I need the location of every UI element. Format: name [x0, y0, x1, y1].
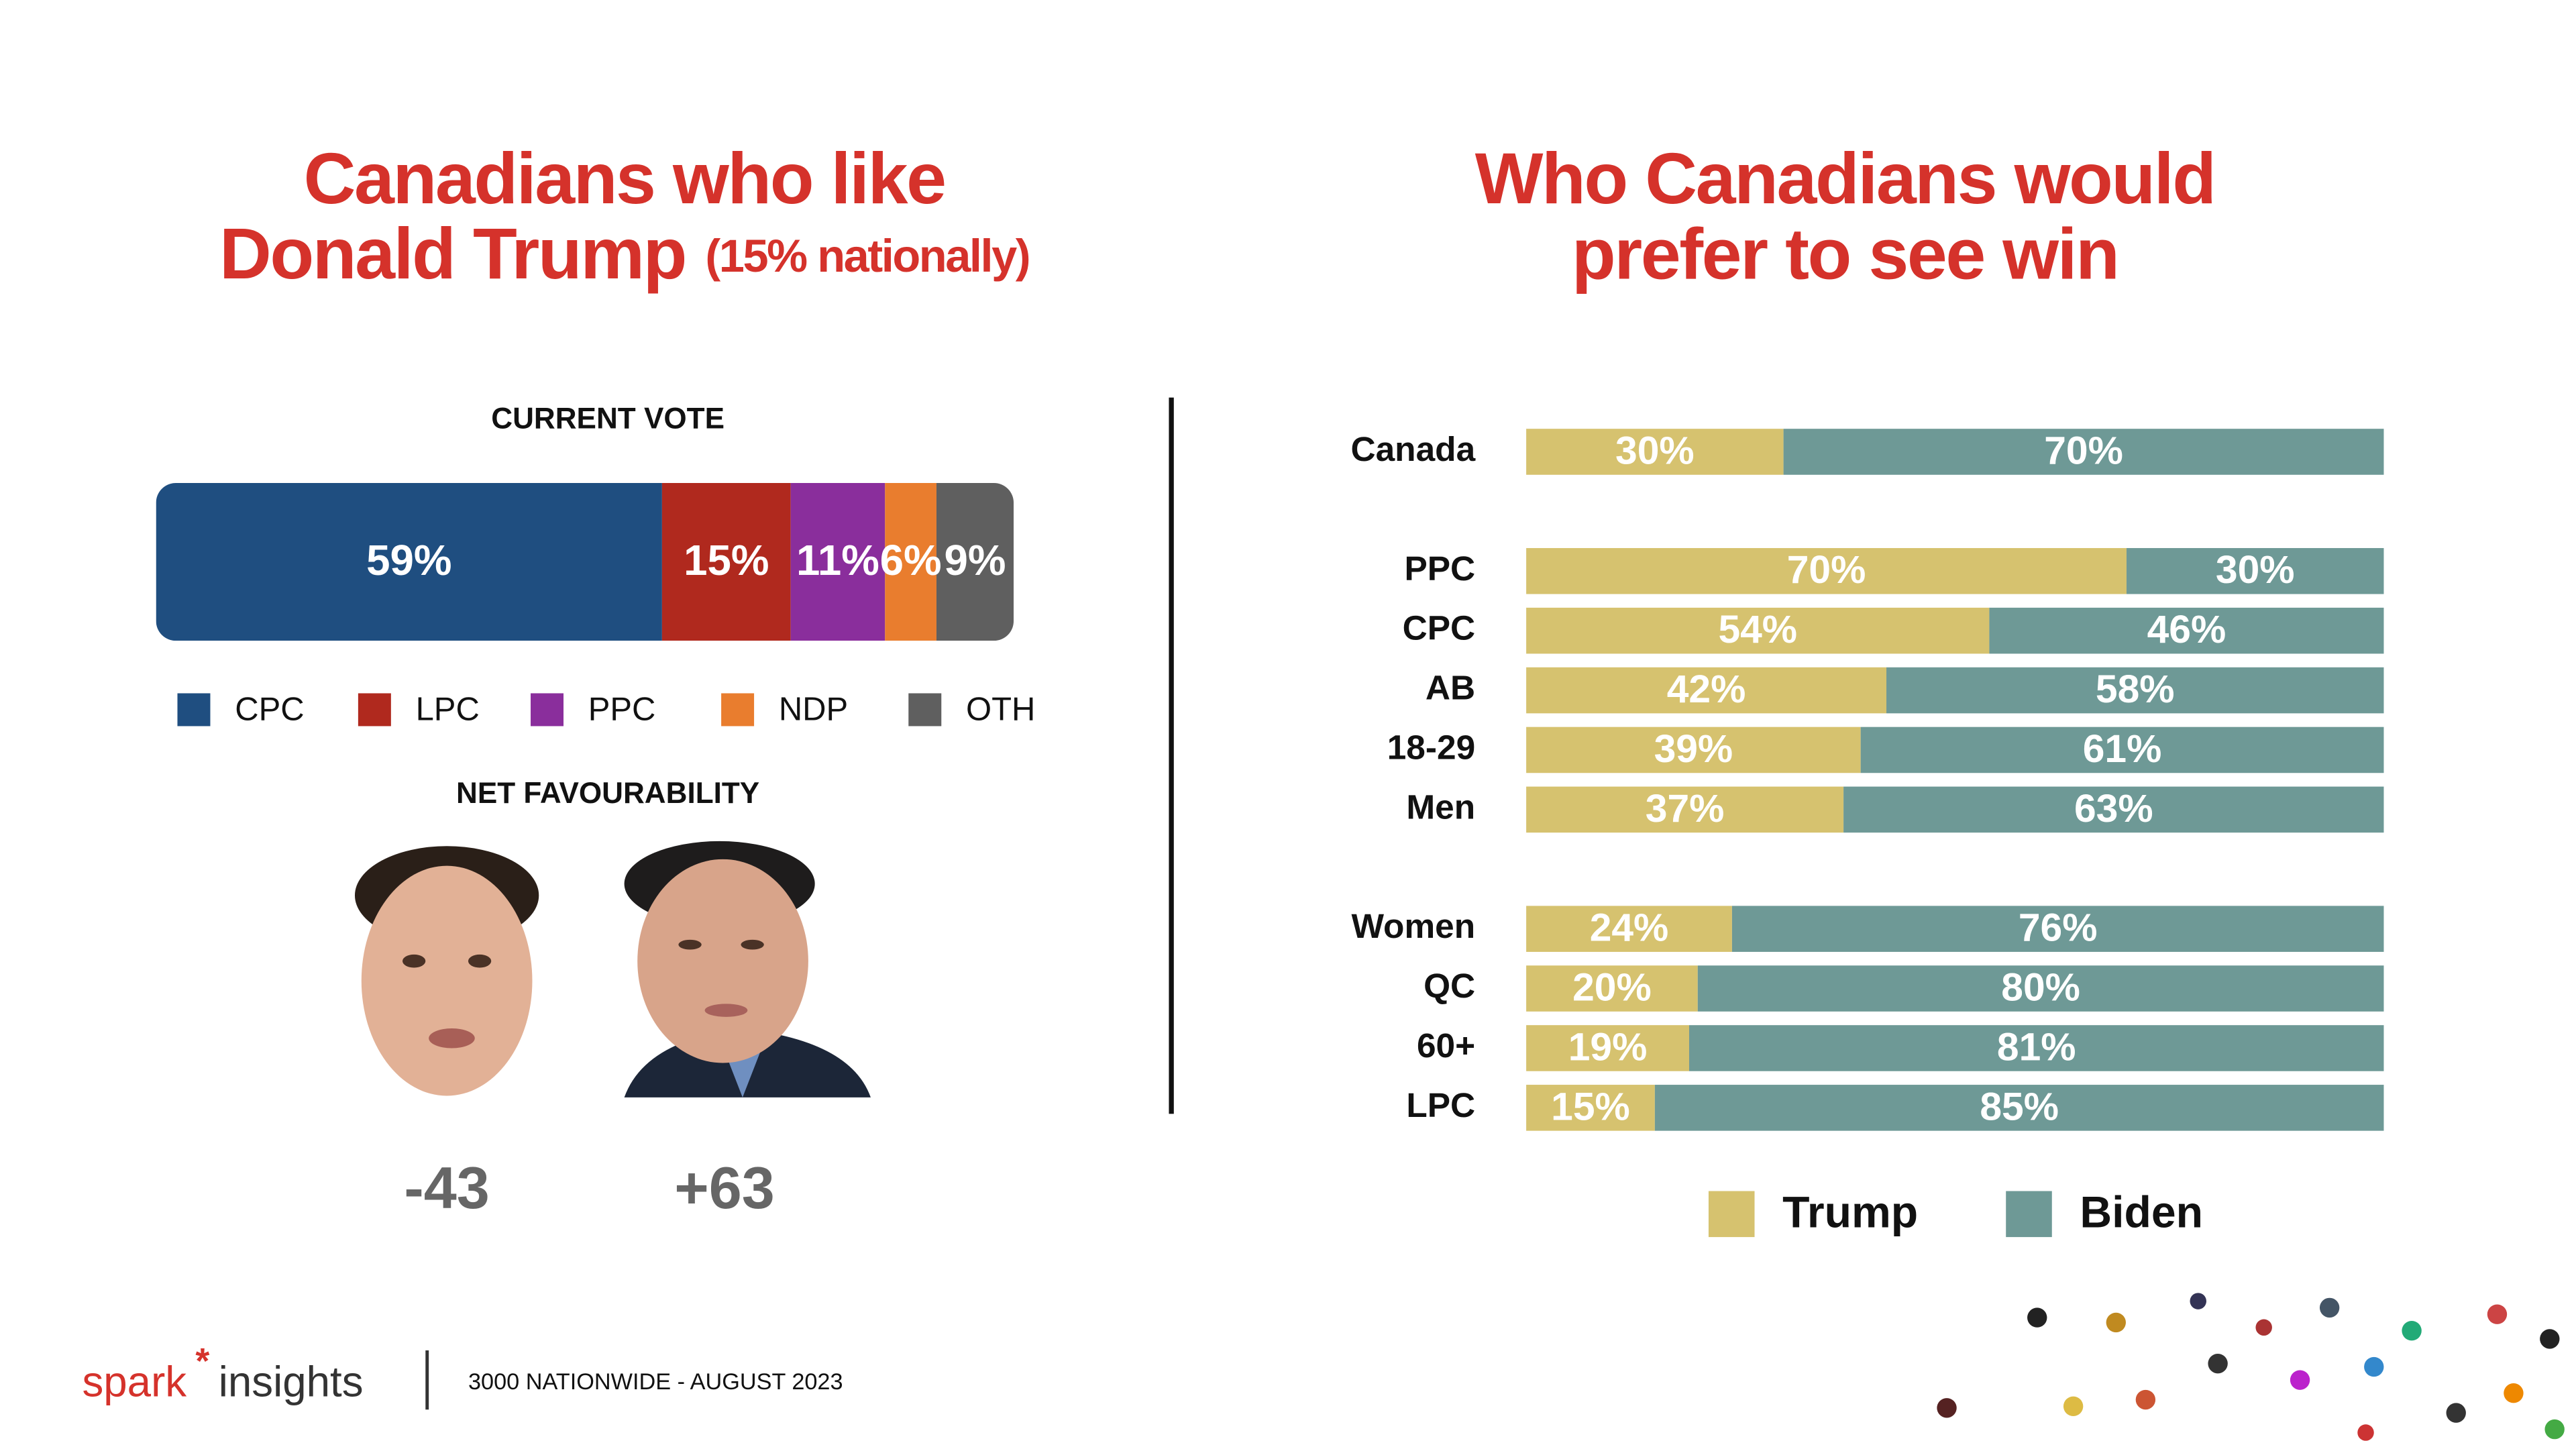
data-label: 19% [1568, 1025, 1648, 1069]
legend-swatch [358, 693, 391, 727]
bar-segment [1526, 1025, 1689, 1071]
legend-swatch [721, 693, 755, 727]
favourability-value: +63 [674, 1155, 775, 1221]
bar-segment [1526, 667, 1887, 714]
legend-label: PPC [588, 691, 656, 727]
data-label: 85% [1980, 1085, 2059, 1128]
bar-segment [2126, 547, 2384, 594]
data-label: 81% [1997, 1025, 2076, 1069]
category-label: QC [1424, 966, 1475, 1005]
data-label: 80% [2001, 966, 2080, 1010]
data-label: 37% [1646, 787, 1725, 830]
right-title-line: prefer to see win [1572, 213, 2118, 294]
bar-segment [1697, 965, 2384, 1012]
data-label: 58% [2096, 667, 2175, 711]
legend-swatch [908, 693, 942, 727]
legend-swatch [531, 693, 564, 727]
section-title: NET FAVOURABILITY [456, 777, 759, 810]
bar-segment [1526, 1085, 1655, 1131]
bar-segment [1688, 1025, 2384, 1071]
data-label: 20% [1572, 966, 1652, 1010]
bar-segment [1860, 727, 2384, 773]
legend-swatch [1708, 1191, 1755, 1238]
legend-swatch [2006, 1191, 2052, 1238]
footer-note: 3000 NATIONWIDE - AUGUST 2023 [468, 1369, 843, 1395]
bar-segment [1526, 429, 1784, 475]
data-label: 39% [1654, 727, 1733, 771]
bar-segment [1843, 786, 2384, 833]
bar-segment [1526, 786, 1844, 833]
brand: spark [82, 1358, 186, 1405]
legend-swatch [177, 693, 211, 727]
bar-segment [936, 483, 1014, 641]
bar-segment [1731, 906, 2384, 952]
data-label: 63% [2074, 787, 2153, 830]
data-label: 30% [1615, 429, 1695, 472]
category-label: 60+ [1417, 1026, 1475, 1065]
favourability-value: -43 [404, 1155, 489, 1221]
chart-title: CURRENT VOTE [491, 402, 724, 435]
bar-segment [1526, 727, 1861, 773]
bar-segment [1526, 965, 1698, 1012]
data-label: 15% [1551, 1085, 1630, 1128]
brand-mark: * [195, 1341, 209, 1381]
category-label: Women [1351, 906, 1475, 945]
category-label: AB [1426, 668, 1475, 707]
bar-segment [1783, 429, 2384, 475]
data-label: 76% [2019, 906, 2098, 950]
legend-label: Trump [1782, 1188, 1918, 1238]
left-title-line: Donald Trump [219, 213, 686, 294]
left-title-line: Canadians who like [304, 138, 945, 219]
category-label: Canada [1350, 429, 1475, 468]
bar-group [156, 483, 1014, 641]
legend-label: NDP [779, 691, 848, 727]
bar-segment [661, 483, 791, 641]
data-label: 24% [1590, 906, 1669, 950]
left-title-line: Donald Trump (15% nationally) [219, 213, 1029, 294]
bar-segment [1526, 607, 1990, 654]
bar-segment [1989, 607, 2384, 654]
decoration [1937, 1293, 2565, 1441]
bar-segment [1886, 667, 2384, 714]
legend-label: OTH [966, 691, 1035, 727]
data-label: 6% [880, 537, 942, 584]
category-label: Men [1406, 787, 1475, 826]
bar-segment [1654, 1085, 2384, 1131]
bar-segment [790, 483, 885, 641]
data-label: 46% [2147, 608, 2226, 651]
portrait [354, 846, 539, 1096]
bar-segment [885, 483, 936, 641]
data-label: 61% [2083, 727, 2162, 771]
legend-label: CPC [235, 691, 304, 727]
data-label: 30% [2216, 548, 2295, 592]
data-label: 59% [366, 537, 451, 584]
data-label: 11% [796, 537, 879, 584]
brand: insights [219, 1358, 364, 1405]
data-label: 42% [1667, 667, 1746, 711]
data-label: 70% [1787, 548, 1866, 592]
right-title-line: Who Canadians would [1475, 138, 2215, 219]
category-label: PPC [1404, 549, 1475, 588]
category-label: LPC [1406, 1085, 1475, 1124]
data-label: 9% [944, 537, 1006, 584]
data-label: 54% [1718, 608, 1797, 651]
bar-segment [1526, 547, 2127, 594]
legend-label: LPC [416, 691, 480, 727]
bar-segment [1526, 906, 1732, 952]
category-label: 18-29 [1387, 728, 1475, 767]
data-label: 15% [684, 537, 769, 584]
data-label: 70% [2044, 429, 2123, 472]
legend-label: Biden [2080, 1188, 2203, 1238]
portrait [624, 841, 871, 1097]
bar-segment [156, 483, 662, 641]
left-title-note: (15% nationally) [705, 230, 1029, 282]
category-label: CPC [1403, 608, 1476, 647]
